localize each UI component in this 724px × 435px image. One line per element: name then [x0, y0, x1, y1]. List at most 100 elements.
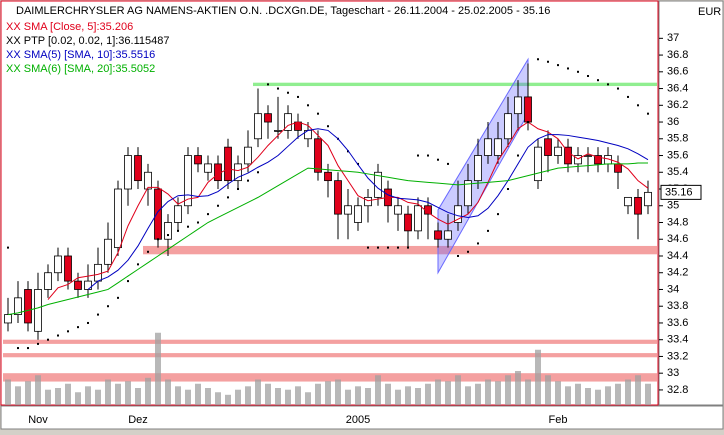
sar-dot — [97, 313, 99, 316]
sar-dot — [327, 125, 329, 128]
zone — [3, 373, 657, 382]
volume-bar — [535, 349, 541, 405]
sar-dot — [497, 213, 499, 216]
sar-dot — [617, 87, 619, 90]
sar-dot — [217, 204, 219, 207]
candle-body — [524, 96, 532, 123]
volume-bar — [475, 383, 481, 405]
sar-dot — [367, 246, 369, 249]
volume-bar — [295, 386, 301, 405]
candle-body — [124, 155, 132, 190]
sar-dot — [17, 347, 19, 350]
sar-dot — [437, 158, 439, 161]
volume-bar — [645, 383, 651, 405]
sar-dot — [37, 342, 39, 345]
volume-bar — [35, 375, 41, 405]
candle-body — [64, 255, 72, 282]
candle-body — [154, 188, 162, 240]
volume-bar — [175, 386, 181, 405]
volume-bar — [605, 386, 611, 405]
y-tick-label: 36.4 — [667, 82, 688, 94]
candle-body — [494, 138, 502, 156]
candle-body — [94, 263, 102, 282]
candle-body — [234, 163, 242, 182]
sar-dot — [397, 246, 399, 249]
candle-body — [394, 205, 402, 215]
sar-dot — [427, 154, 429, 157]
sar-dot — [527, 121, 529, 124]
volume-bar — [45, 389, 51, 405]
y-tick-label: 35.4 — [667, 166, 688, 178]
sar-dot — [277, 87, 279, 90]
sar-dot — [227, 196, 229, 199]
y-tick-label: 34.2 — [667, 267, 688, 279]
sar-dot — [147, 250, 149, 253]
candle-body — [204, 163, 212, 173]
volume-bar — [265, 383, 271, 405]
y-tick-label: 35.8 — [667, 133, 688, 145]
volume-bar — [185, 389, 191, 405]
candle-body — [4, 314, 12, 324]
volume-bar — [215, 392, 221, 405]
volume-bar — [415, 388, 421, 405]
candle-body — [594, 155, 602, 165]
price-tag-label: 35.16 — [665, 186, 693, 198]
volume-bar — [345, 389, 351, 405]
candle-body — [444, 230, 452, 240]
candle-body — [284, 113, 292, 131]
volume-bar — [365, 388, 371, 405]
candle-body — [184, 155, 192, 207]
volume-bar — [105, 379, 111, 405]
currency: EUR — [698, 6, 721, 18]
sar-dot — [287, 91, 289, 94]
legend-entry: XX SMA(6) [SMA, 20]:35.5052 — [6, 63, 155, 75]
candle-body — [24, 289, 32, 324]
volume-bar — [575, 383, 581, 405]
volume-bar — [435, 379, 441, 405]
volume-bar — [195, 383, 201, 405]
volume-bar — [75, 392, 81, 405]
volume-bar — [235, 389, 241, 405]
volume-bar — [455, 375, 461, 405]
sar-dot — [467, 250, 469, 253]
candle-body — [474, 155, 482, 182]
sar-dot — [257, 171, 259, 174]
volume-bar — [445, 381, 451, 405]
candle-body — [324, 171, 332, 182]
sar-dot — [67, 330, 69, 333]
x-tick-label: Dez — [128, 414, 148, 426]
sar-dot — [7, 246, 9, 249]
sar-dot — [487, 229, 489, 232]
volume-bar — [315, 383, 321, 405]
candle-body — [314, 138, 322, 173]
candle-body — [564, 146, 572, 165]
volume-bar — [405, 386, 411, 405]
candle-body — [174, 205, 182, 223]
volume-bar — [275, 388, 281, 405]
sar-dot — [317, 112, 319, 115]
candle-body — [34, 289, 42, 332]
volume-bar — [25, 381, 31, 405]
y-tick-label: 34.4 — [667, 250, 688, 262]
zone — [143, 245, 657, 255]
volume-bar — [485, 379, 491, 405]
sar-dot — [417, 154, 419, 157]
sar-dot — [627, 95, 629, 98]
legend-entry: XX SMA [Close, 5]:35.206 — [6, 21, 133, 33]
sar-dot — [607, 83, 609, 86]
volume-bar — [585, 388, 591, 405]
candle-body — [104, 238, 112, 265]
sar-dot — [77, 326, 79, 329]
plot-area — [0, 0, 659, 406]
candle-body — [354, 205, 362, 223]
x-tick-label: 2005 — [346, 414, 370, 426]
sar-dot — [197, 221, 199, 224]
sar-dot — [457, 254, 459, 257]
candle-body — [244, 146, 252, 165]
volume-bar — [135, 388, 141, 405]
candle-body — [364, 196, 372, 207]
sar-dot — [647, 112, 649, 115]
volume-bar — [595, 389, 601, 405]
candle-body — [114, 188, 122, 249]
sar-dot — [477, 242, 479, 245]
